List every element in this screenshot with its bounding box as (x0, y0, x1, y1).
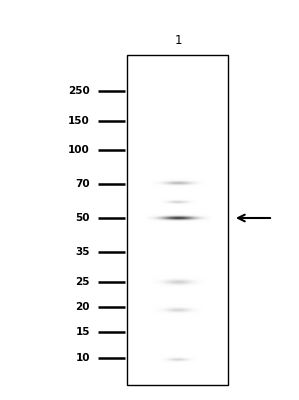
Text: 1: 1 (174, 34, 182, 46)
Text: 25: 25 (76, 277, 90, 287)
Text: 150: 150 (68, 116, 90, 126)
Text: 100: 100 (68, 145, 90, 155)
Text: 50: 50 (76, 213, 90, 223)
Text: 15: 15 (76, 327, 90, 337)
Text: 70: 70 (75, 179, 90, 189)
Text: 35: 35 (76, 247, 90, 257)
Text: 250: 250 (68, 86, 90, 96)
Text: 10: 10 (76, 353, 90, 363)
Text: 20: 20 (76, 302, 90, 312)
Bar (127, 55, 228, 385)
